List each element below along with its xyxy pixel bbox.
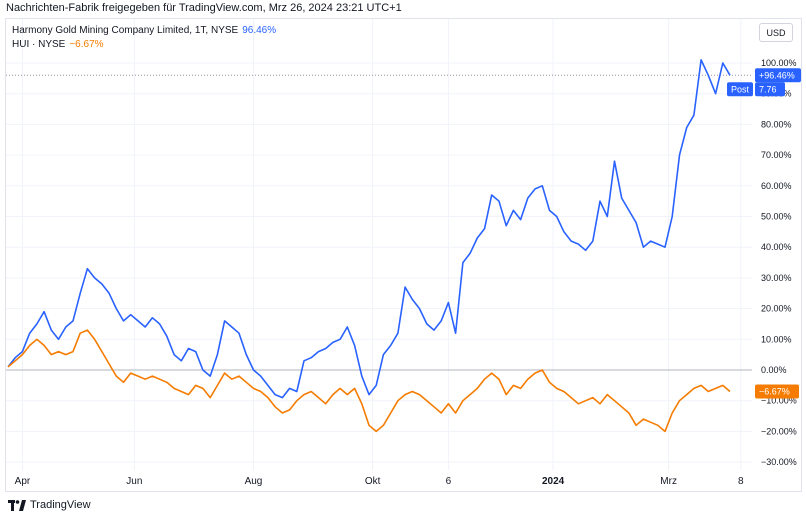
share-caption: Nachrichten-Fabrik freigegeben für Tradi… — [6, 2, 402, 14]
badge-post-label: Post — [731, 84, 750, 94]
x-tick-label: Mrz — [660, 476, 677, 487]
chart-frame — [5, 18, 802, 492]
badge-post-value-text: 7.76 — [759, 84, 777, 94]
y-tick-label: 60.00% — [761, 181, 792, 191]
badge-post-bg — [727, 82, 753, 97]
currency-button[interactable]: USD — [759, 23, 793, 42]
y-tick-label: −20.00% — [761, 426, 797, 436]
x-tick-label: 2024 — [542, 476, 565, 487]
x-tick-label: 6 — [446, 476, 452, 487]
y-tick-label: 0.00% — [761, 365, 787, 375]
legend-row-hui[interactable]: HUI · NYSE −6.67% — [12, 38, 276, 52]
series-line-hui[interactable] — [7, 329, 731, 433]
footer-brand: TradingView — [30, 499, 91, 511]
y-tick-label: −10.00% — [761, 396, 797, 406]
y-tick-label: 30.00% — [761, 273, 792, 283]
badge-harmony-pct-text: +96.46% — [759, 70, 795, 80]
tradingview-logo-icon — [8, 499, 26, 511]
y-tick-label: 40.00% — [761, 242, 792, 252]
legend-series1-name: Harmony Gold Mining Company Limited, 1T,… — [12, 25, 239, 36]
x-tick-label: Okt — [365, 476, 381, 487]
series-line-harmony[interactable] — [7, 59, 731, 399]
y-tick-label: 20.00% — [761, 304, 792, 314]
x-tick-label: 8 — [738, 476, 744, 487]
y-tick-label: 10.00% — [761, 334, 792, 344]
y-tick-label: 50.00% — [761, 212, 792, 222]
tradingview-logo[interactable]: TradingView — [8, 499, 91, 511]
badge-harmony-pct-bg — [755, 68, 801, 83]
legend-series2-value: −6.67% — [69, 39, 104, 50]
y-tick-label: 80.00% — [761, 119, 792, 129]
legend: Harmony Gold Mining Company Limited, 1T,… — [12, 24, 276, 52]
badge-hui-pct-bg — [755, 384, 799, 399]
x-tick-label: Aug — [245, 476, 263, 487]
badge-post-value-bg — [755, 82, 785, 97]
x-tick-label: Jun — [126, 476, 142, 487]
y-tick-label: 70.00% — [761, 150, 792, 160]
y-tick-label: −30.00% — [761, 457, 797, 467]
y-tick-label: 100.00% — [761, 58, 797, 68]
legend-series2-name: HUI · NYSE — [12, 39, 66, 50]
badge-hui-pct-text: −6.67% — [759, 386, 790, 396]
legend-row-harmony[interactable]: Harmony Gold Mining Company Limited, 1T,… — [12, 24, 276, 38]
x-tick-label: Apr — [15, 476, 31, 487]
legend-series1-value: 96.46% — [242, 25, 277, 36]
